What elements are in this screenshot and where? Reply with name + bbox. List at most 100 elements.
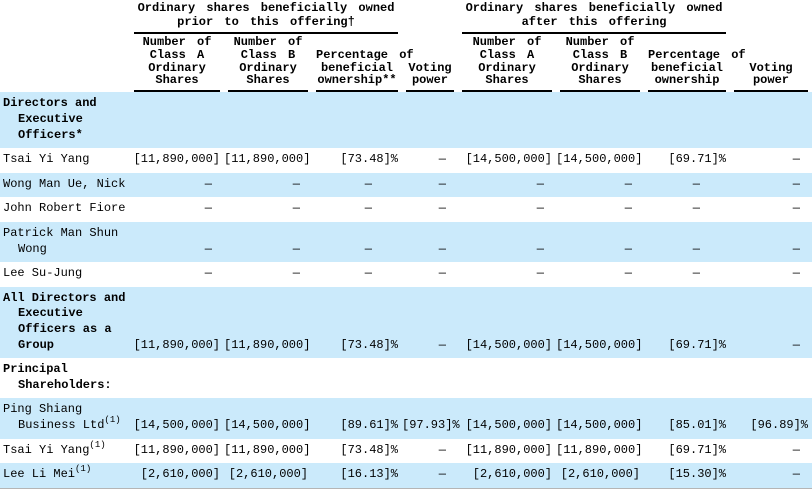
shareholder-name: Patrick Man Shun Wong — [3, 225, 119, 256]
value-cell: — — [624, 176, 632, 191]
shareholder-name: John Robert Fiore — [3, 201, 126, 216]
value-cell — [224, 358, 312, 398]
value-cell: [69.71]% — [668, 337, 726, 352]
group-title-prior: Ordinary shares beneficially owned prior… — [134, 0, 398, 34]
value-cell: [2,610,000] — [228, 467, 308, 482]
value-cell: [11,890,000] — [224, 442, 311, 457]
value-cell: [14,500,000] — [556, 152, 643, 167]
group-header-after: Ordinary shares beneficially owned after… — [458, 0, 730, 34]
value-cell: — — [292, 241, 300, 256]
value-cell: [73.48]% — [340, 337, 398, 352]
col-header-text: Number of Class A Ordinary Shares — [462, 34, 552, 93]
value-cell: [2,610,000] — [472, 467, 552, 482]
value-cell: — — [692, 266, 700, 281]
value-cell — [644, 92, 730, 148]
col-header-text: Number of Class A Ordinary Shares — [134, 34, 220, 93]
value-cell: — — [364, 266, 372, 281]
value-cell: — — [792, 176, 800, 191]
value-cell: [2,610,000] — [140, 467, 220, 482]
col-header-text: Number of Class B Ordinary Shares — [228, 34, 308, 93]
col-header-text: Voting power — [734, 60, 808, 93]
value-cell: [96.89]% — [750, 417, 808, 432]
value-cell: [73.48]% — [340, 152, 398, 167]
col-header-voting-after: Voting power — [730, 34, 812, 93]
row-name-cell: All Directors and Executive Officers as … — [0, 287, 130, 358]
row-name-cell: Tsai Yi Yang — [0, 148, 130, 173]
row-name-cell: Principal Shareholders: — [0, 358, 130, 398]
value-cell — [556, 92, 644, 148]
value-cell: — — [204, 201, 212, 216]
table-row: Tsai Yi Yang [11,890,000] [11,890,000] [73… — [0, 148, 812, 173]
value-cell: [69.71]% — [668, 152, 726, 167]
value-cell: — — [438, 152, 446, 167]
row-name-cell: Tsai Yi Yang(1) — [0, 439, 130, 464]
row-name-cell: Patrick Man Shun Wong — [0, 222, 130, 262]
value-cell: — — [536, 201, 544, 216]
value-cell: — — [792, 337, 800, 352]
value-cell: — — [438, 442, 446, 457]
footnote-ref: (1) — [104, 414, 121, 425]
table-row: John Robert Fiore — — — — — — — — — [0, 197, 812, 222]
group-header-row: Ordinary shares beneficially owned prior… — [0, 0, 812, 34]
value-cell: [2,610,000] — [560, 467, 640, 482]
value-cell: [89.61]% — [340, 417, 398, 432]
value-cell: — — [438, 467, 446, 482]
value-cell: — — [438, 337, 446, 352]
value-cell — [130, 92, 224, 148]
value-cell: — — [364, 176, 372, 191]
shareholder-name: Ping Shiang Business Ltd — [3, 402, 105, 432]
value-cell: — — [292, 176, 300, 191]
value-cell: [11,890,000] — [224, 337, 311, 352]
table-row: Principal Shareholders: — [0, 358, 812, 398]
value-cell: — — [792, 201, 800, 216]
shareholder-name: Tsai Yi Yang — [3, 442, 90, 457]
value-cell: — — [292, 201, 300, 216]
value-cell: [14,500,000] — [556, 417, 643, 432]
shareholder-name: Lee Li Mei — [3, 467, 76, 482]
value-cell: — — [624, 241, 632, 256]
value-cell — [730, 92, 812, 148]
value-cell — [312, 92, 402, 148]
shareholder-name: Directors and Executive Officers* — [3, 96, 97, 142]
value-cell — [130, 358, 224, 398]
value-cell: — — [792, 241, 800, 256]
value-cell: [11,890,000] — [224, 152, 311, 167]
table-body: Directors and Executive Officers* Tsai Y… — [0, 92, 812, 489]
value-cell — [224, 92, 312, 148]
value-cell: — — [536, 266, 544, 281]
value-cell: [14,500,000] — [465, 417, 552, 432]
col-header-class-b-prior: Number of Class B Ordinary Shares — [224, 34, 312, 93]
column-header-row: Number of Class A Ordinary Shares Number… — [0, 34, 812, 93]
shareholder-name: All Directors and Executive Officers as … — [3, 290, 126, 352]
shareholder-name: Tsai Yi Yang — [3, 152, 90, 167]
row-name-cell: Lee Li Mei(1) — [0, 463, 130, 488]
name-column-spacer — [0, 0, 130, 34]
value-cell: — — [536, 176, 544, 191]
value-cell: [16.13]% — [340, 467, 398, 482]
table-header: Ordinary shares beneficially owned prior… — [0, 0, 812, 93]
row-name-cell: Lee Su-Jung — [0, 262, 130, 287]
value-cell — [402, 92, 458, 148]
value-cell: [11,890,000] — [133, 442, 220, 457]
value-cell: — — [364, 201, 372, 216]
col-header-voting-prior: Voting power — [402, 34, 458, 93]
table-row: Lee Su-Jung — — — — — — — — — [0, 262, 812, 287]
value-cell: — — [536, 241, 544, 256]
value-cell: — — [792, 467, 800, 482]
table-row: Directors and Executive Officers* — [0, 92, 812, 149]
shareholder-name: Lee Su-Jung — [3, 266, 83, 281]
value-cell: — — [792, 152, 800, 167]
value-cell: [14,500,000] — [465, 152, 552, 167]
table-row: Tsai Yi Yang(1) [11,890,000] [11,890,000]… — [0, 439, 812, 464]
value-cell: — — [692, 241, 700, 256]
shareholder-name: Principal Shareholders: — [3, 362, 112, 392]
value-cell: [14,500,000] — [465, 337, 552, 352]
value-cell — [730, 358, 812, 398]
value-cell: — — [792, 442, 800, 457]
value-cell: — — [692, 176, 700, 191]
table-row: Wong Man Ue, Nick — — — — — — — — — [0, 172, 812, 198]
col-header-percentage-prior: Percentage of beneficial ownership** — [312, 34, 414, 93]
row-name-cell: Directors and Executive Officers* — [0, 92, 130, 148]
footnote-ref: (1) — [89, 439, 106, 450]
value-cell — [312, 358, 402, 398]
